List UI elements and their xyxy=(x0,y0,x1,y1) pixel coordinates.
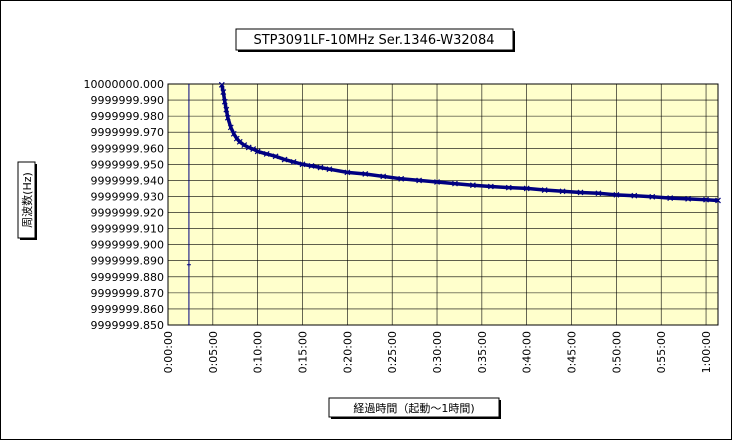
data-point xyxy=(281,156,288,163)
y-axis-label: 周波数(Hz) xyxy=(21,172,34,228)
data-point xyxy=(380,173,387,180)
data-point xyxy=(223,106,230,113)
data-point xyxy=(523,185,530,192)
data-point xyxy=(398,175,405,182)
y-tick-label: 9999999.860 xyxy=(91,303,164,316)
data-point xyxy=(613,191,620,198)
data-point xyxy=(218,81,225,88)
y-tick-label: 9999999.850 xyxy=(91,319,164,332)
data-point xyxy=(272,153,279,160)
data-point xyxy=(559,188,566,195)
data-point xyxy=(299,161,306,168)
data-point xyxy=(667,195,674,201)
data-point xyxy=(263,150,270,157)
y-tick-label: 9999999.990 xyxy=(91,94,164,107)
ylabel-box xyxy=(17,161,36,239)
data-point xyxy=(649,193,656,200)
x-tick-label: 1:00:00 xyxy=(700,331,713,373)
y-tick-label: 9999999.900 xyxy=(91,239,164,252)
outlier-point xyxy=(186,262,191,267)
data-point xyxy=(595,190,602,197)
y-tick-label: 9999999.960 xyxy=(91,142,164,155)
data-point xyxy=(254,148,261,155)
data-point xyxy=(221,98,228,105)
y-tick-label: 9999999.910 xyxy=(91,223,164,236)
x-tick-label: 0:50:00 xyxy=(610,331,623,373)
data-point xyxy=(577,189,584,196)
chart-title: STP3091LF-10MHz Ser.1346-W32084 xyxy=(253,33,494,48)
x-tick-label: 0:35:00 xyxy=(476,331,489,373)
grid-lines-horizontal xyxy=(168,83,718,326)
x-axis-label: 経過時間（起動〜1時間) xyxy=(353,401,474,415)
data-point xyxy=(416,177,423,184)
y-tick-label: 9999999.920 xyxy=(91,207,164,220)
xlabel-box xyxy=(328,397,500,418)
x-tick-label: 0:20:00 xyxy=(341,331,354,373)
data-point xyxy=(317,164,324,171)
y-tick-label: 9999999.980 xyxy=(91,110,164,123)
y-tick-label: 9999999.940 xyxy=(91,174,164,187)
data-point xyxy=(241,142,248,148)
y-tick-label: 9999999.880 xyxy=(91,271,164,284)
grid-lines-vertical xyxy=(167,84,707,325)
data-point xyxy=(362,171,369,177)
data-point xyxy=(344,169,351,176)
x-tick-label: 0:25:00 xyxy=(386,331,399,373)
data-point xyxy=(290,158,297,165)
data-point xyxy=(434,179,440,185)
x-tick-label: 0:15:00 xyxy=(297,331,310,373)
data-point xyxy=(703,196,709,203)
data-point xyxy=(715,197,721,204)
y-tick-label: 9999999.870 xyxy=(91,287,164,300)
data-point xyxy=(230,130,237,137)
data-point xyxy=(452,180,458,187)
y-tick-label: 10000000.000 xyxy=(84,78,164,91)
data-point xyxy=(250,146,257,152)
y-tick-label: 9999999.950 xyxy=(91,158,164,171)
y-tick-label: 9999999.890 xyxy=(91,255,164,268)
plot-area xyxy=(167,83,719,326)
data-point xyxy=(487,183,494,190)
data-point xyxy=(541,187,548,193)
data-point xyxy=(227,124,234,131)
y-axis-tick-labels: 9999999.850 9999999.860 9999999.870 9999999… xyxy=(84,78,164,332)
data-point xyxy=(505,184,512,191)
x-tick-label: 0:45:00 xyxy=(566,331,579,373)
data-point xyxy=(236,138,243,145)
x-tick-label: 0:10:00 xyxy=(252,331,265,373)
x-axis-tick-labels: 0:00:00 0:05:00 0:10:00 0:15:00 0:20:00 0:25:… xyxy=(162,331,713,373)
y-tick-label: 9999999.970 xyxy=(91,126,164,139)
x-tick-label: 0:55:00 xyxy=(655,331,668,373)
x-tick-label: 0:40:00 xyxy=(521,331,534,373)
x-tick-label: 0:00:00 xyxy=(162,331,175,373)
y-tick-label: 9999999.930 xyxy=(91,190,164,203)
data-point xyxy=(326,166,333,173)
data-point xyxy=(685,195,692,202)
x-tick-label: 0:30:00 xyxy=(431,331,444,373)
title-box xyxy=(235,28,514,51)
x-tick-label: 0:05:00 xyxy=(207,331,220,373)
data-point xyxy=(245,144,252,151)
data-point xyxy=(308,163,315,169)
data-point xyxy=(224,114,231,121)
data-point xyxy=(469,182,476,189)
series-group xyxy=(186,81,721,325)
data-point xyxy=(220,89,227,95)
data-point xyxy=(631,192,638,199)
